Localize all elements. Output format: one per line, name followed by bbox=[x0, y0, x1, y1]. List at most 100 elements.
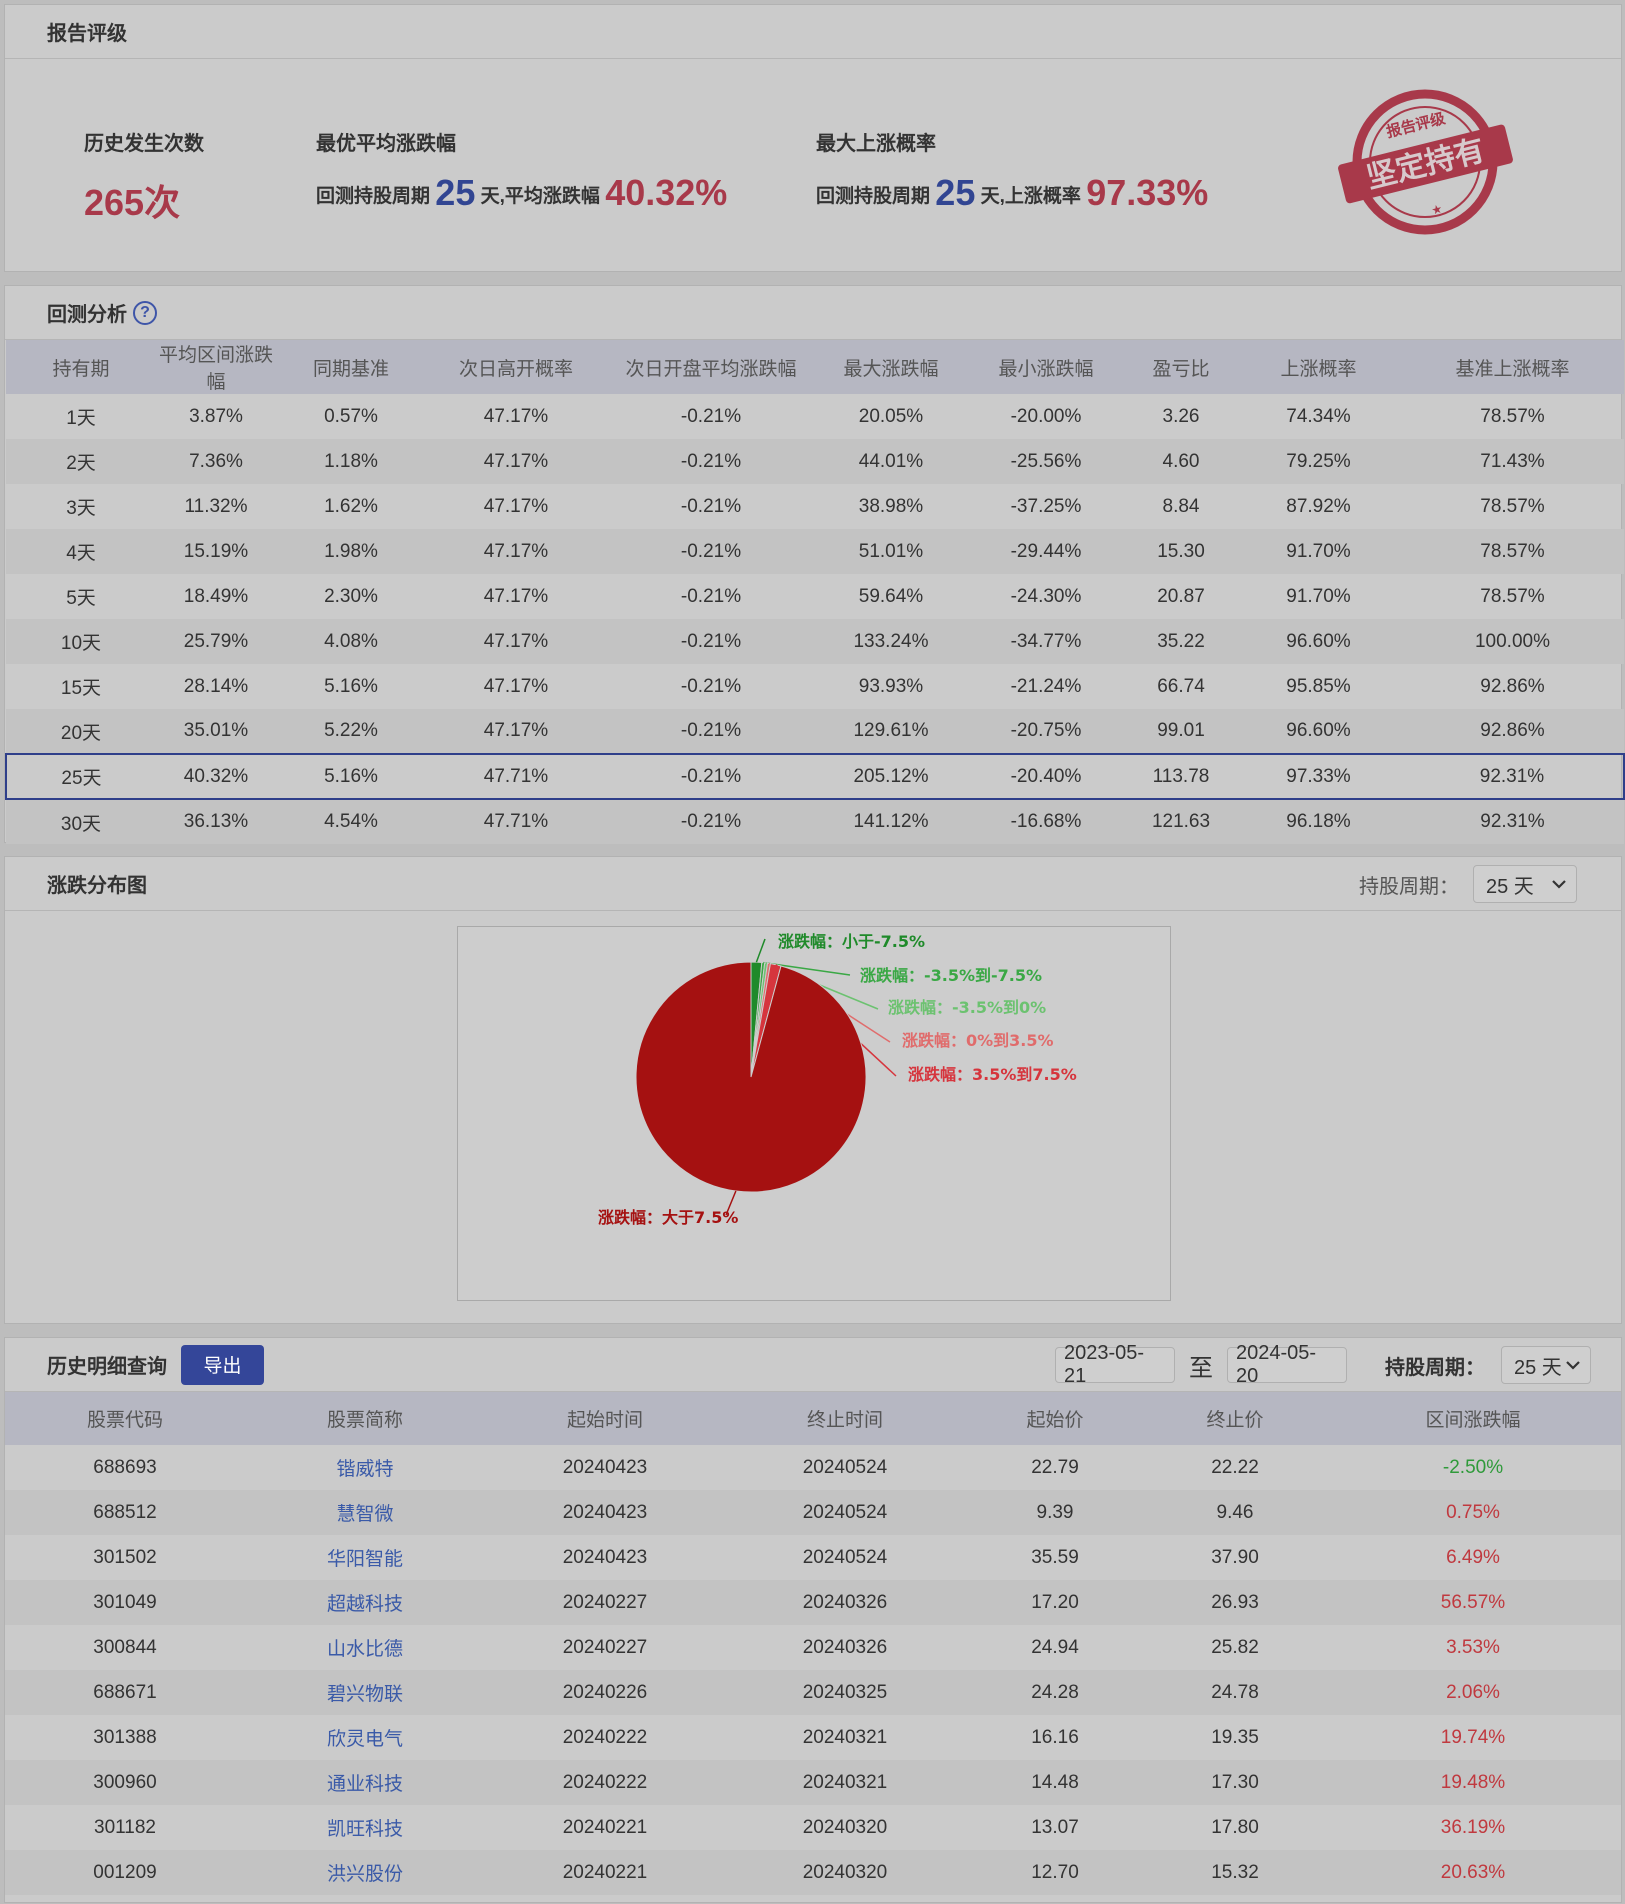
history-cell: 通业科技 bbox=[245, 1760, 485, 1805]
backtest-cell: 20.87 bbox=[1157, 585, 1205, 607]
history-panel: 历史明细查询 导出 2023-05-21 至 2024-05-20 持股周期： … bbox=[4, 1337, 1622, 1903]
history-row: 688512 慧智微 20240423 20240524 9.39 9.46 0.75% bbox=[5, 1490, 1621, 1535]
history-col-header: 股票代码 bbox=[5, 1392, 245, 1445]
history-cell: 20240524 bbox=[802, 1456, 888, 1478]
history-title: 历史明细查询 bbox=[47, 1356, 167, 1378]
backtest-col-header: 次日开盘平均涨跌幅 bbox=[606, 340, 816, 394]
backtest-row: 30天 36.13% 4.54% 47.71% -0.21% 141.12% -16.68%… bbox=[6, 799, 1624, 844]
max-up-line: 回测持股周期 25 天,上涨概率 97.33% bbox=[816, 172, 1208, 214]
backtest-cell: 205.12% bbox=[816, 753, 966, 800]
history-cell: 20240321 bbox=[725, 1760, 965, 1805]
backtest-cell: -0.21% bbox=[680, 405, 742, 427]
backtest-col-header: 基准上涨概率 bbox=[1401, 340, 1624, 394]
backtest-cell: 2天 bbox=[6, 439, 156, 484]
stock-name-link[interactable]: 洪兴股份 bbox=[326, 1864, 403, 1885]
distribution-period-value: 25 天 bbox=[1486, 875, 1534, 898]
best-avg-block: 最优平均涨跌幅 回测持股周期 25 天,平均涨跌幅 40.32% bbox=[316, 127, 727, 214]
backtest-cell: 93.93% bbox=[858, 675, 924, 697]
report-rating-panel: 报告评级 历史发生次数 265次 最优平均涨跌幅 回测持股周期 25 天,平均涨… bbox=[4, 4, 1622, 272]
backtest-row: 2天 7.36% 1.18% 47.17% -0.21% 44.01% -25.56% 4.6… bbox=[6, 439, 1624, 484]
distribution-panel: 涨跌分布图 持股周期： 25 天 涨跌幅：小于-7.5% 涨跌幅：-3.5%到-7… bbox=[4, 856, 1622, 1324]
history-row: 301388 欣灵电气 20240222 20240321 16.16 19.35 19.7… bbox=[5, 1715, 1621, 1760]
backtest-cell: -0.21% bbox=[606, 753, 816, 800]
history-table: 股票代码 股票简称 起始时间 终止时间 起始价 终止价 区间涨跌幅 688693 锴威特 202… bbox=[5, 1392, 1621, 1895]
history-cell: 20240423 bbox=[562, 1456, 648, 1478]
backtest-cell: -16.68% bbox=[966, 799, 1126, 844]
stock-name-link[interactable]: 凯旺科技 bbox=[326, 1819, 403, 1840]
export-button[interactable]: 导出 bbox=[181, 1344, 264, 1385]
backtest-cell: -29.44% bbox=[966, 529, 1126, 574]
history-cell: 欣灵电气 bbox=[245, 1715, 485, 1760]
report-rating-title: 报告评级 bbox=[5, 5, 1621, 59]
backtest-cell: -0.21% bbox=[606, 529, 816, 574]
start-date-input[interactable]: 2023-05-21 bbox=[1055, 1342, 1175, 1387]
history-cell: 13.07 bbox=[1031, 1816, 1079, 1838]
backtest-cell: 113.78 bbox=[1126, 753, 1236, 800]
pie-chart: 涨跌幅：小于-7.5% 涨跌幅：-3.5%到-7.5% 涨跌幅：-3.5%到0% 涨跌… bbox=[598, 932, 1077, 1227]
stock-name-link[interactable]: 华阳智能 bbox=[326, 1549, 403, 1570]
distribution-header: 涨跌分布图 持股周期： 25 天 bbox=[5, 857, 1621, 911]
backtest-cell: 15.19% bbox=[156, 529, 276, 574]
stock-name-link[interactable]: 锴威特 bbox=[336, 1459, 394, 1480]
backtest-cell: 20天 bbox=[6, 709, 156, 754]
history-cell: 20.63% bbox=[1325, 1850, 1621, 1895]
backtest-cell: 1天 bbox=[66, 408, 96, 429]
best-avg-label: 最优平均涨跌幅 bbox=[316, 133, 456, 155]
backtest-cell: 1.62% bbox=[324, 495, 378, 517]
backtest-row: 15天 28.14% 5.16% 47.17% -0.21% 93.93% -21.24% 6… bbox=[6, 664, 1624, 709]
backtest-cell: 96.60% bbox=[1236, 619, 1401, 664]
pie-slice[interactable] bbox=[635, 961, 867, 1193]
backtest-col-header: 次日高开概率 bbox=[426, 340, 606, 394]
backtest-cell: 4.08% bbox=[276, 619, 426, 664]
history-cell: 16.16 bbox=[1031, 1726, 1079, 1748]
stock-name-link[interactable]: 欣灵电气 bbox=[326, 1729, 403, 1750]
history-cell: 6.49% bbox=[1446, 1546, 1500, 1568]
history-cell: 688671 bbox=[5, 1670, 245, 1715]
backtest-col-header: 最小涨跌幅 bbox=[966, 340, 1126, 394]
history-count-label: 历史发生次数 bbox=[84, 133, 204, 155]
history-cell: 22.79 bbox=[1031, 1456, 1079, 1478]
backtest-cell: -34.77% bbox=[966, 619, 1126, 664]
pie-chart-container: 涨跌幅：小于-7.5% 涨跌幅：-3.5%到-7.5% 涨跌幅：-3.5%到0% 涨跌… bbox=[457, 926, 1171, 1301]
history-cell: 25.82 bbox=[1211, 1636, 1259, 1658]
end-date-input[interactable]: 2024-05-20 bbox=[1227, 1342, 1347, 1387]
history-period-select[interactable]: 25 天 bbox=[1501, 1346, 1591, 1384]
backtest-cell: 30天 bbox=[6, 799, 156, 844]
stock-name-link[interactable]: 碧兴物联 bbox=[326, 1684, 403, 1705]
history-cell: 17.20 bbox=[965, 1580, 1145, 1625]
backtest-cell: 47.17% bbox=[426, 439, 606, 484]
history-cell: 2.06% bbox=[1325, 1670, 1621, 1715]
backtest-cell: 5天 bbox=[66, 588, 96, 609]
history-row: 001209 洪兴股份 20240221 20240320 12.70 15.32 20.6… bbox=[5, 1850, 1621, 1895]
history-cell: 35.59 bbox=[1031, 1546, 1079, 1568]
backtest-cell: 8.84 bbox=[1162, 495, 1200, 517]
history-cell: 20240227 bbox=[485, 1580, 725, 1625]
history-col-header: 区间涨跌幅 bbox=[1325, 1392, 1621, 1445]
stock-name-link[interactable]: 通业科技 bbox=[326, 1774, 403, 1795]
backtest-cell: 47.71% bbox=[426, 799, 606, 844]
backtest-cell: 51.01% bbox=[816, 529, 966, 574]
help-icon[interactable]: ? bbox=[133, 300, 157, 325]
backtest-cell: 4.54% bbox=[276, 799, 426, 844]
max-up-label: 最大上涨概率 bbox=[816, 133, 936, 155]
history-cell: 37.90 bbox=[1211, 1546, 1259, 1568]
history-cell: 301388 bbox=[93, 1726, 157, 1748]
history-cell: 22.22 bbox=[1211, 1456, 1259, 1478]
history-cell: 碧兴物联 bbox=[245, 1670, 485, 1715]
history-cell: 20240326 bbox=[725, 1580, 965, 1625]
backtest-cell: -20.75% bbox=[966, 709, 1126, 754]
stock-name-link[interactable]: 超越科技 bbox=[326, 1594, 403, 1615]
history-cell: 301502 bbox=[93, 1546, 157, 1568]
backtest-cell: 3.26 bbox=[1162, 405, 1200, 427]
backtest-cell: 121.63 bbox=[1126, 799, 1236, 844]
backtest-cell: 87.92% bbox=[1286, 495, 1351, 517]
history-cell: 19.35 bbox=[1211, 1726, 1259, 1748]
stock-name-link[interactable]: 慧智微 bbox=[336, 1504, 394, 1525]
backtest-cell: -0.21% bbox=[606, 799, 816, 844]
distribution-period-select[interactable]: 25 天 bbox=[1473, 865, 1577, 903]
history-cell: 山水比德 bbox=[245, 1625, 485, 1670]
backtest-col-header: 上涨概率 bbox=[1236, 340, 1401, 394]
stock-name-link[interactable]: 山水比德 bbox=[326, 1639, 403, 1660]
history-cell: 3.53% bbox=[1446, 1636, 1500, 1658]
backtest-row: 1天 3.87% 0.57% 47.17% -0.21% 20.05% -20.00% 3.2… bbox=[6, 394, 1624, 439]
